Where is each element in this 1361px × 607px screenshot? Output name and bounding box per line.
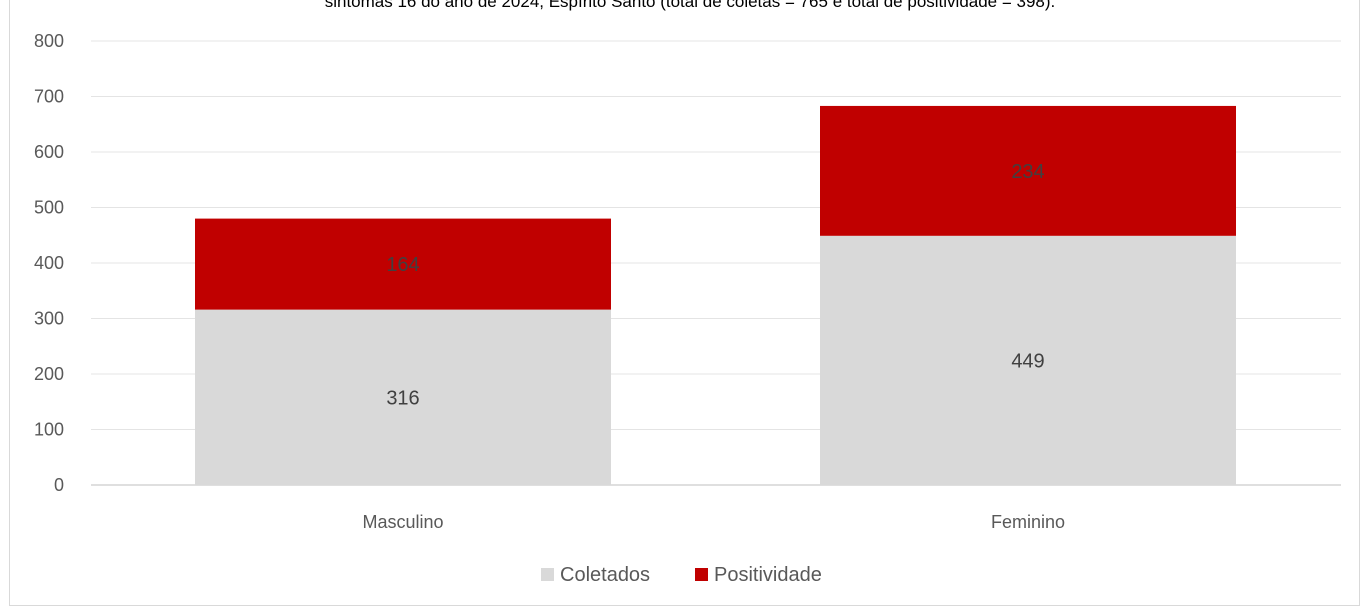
chart-title: sintomas 16 do ano de 2024, Espírito San… xyxy=(325,0,1056,11)
y-tick-label: 100 xyxy=(34,420,64,440)
data-labels: 316 164 449 234 xyxy=(386,161,1044,409)
data-label: 449 xyxy=(1011,350,1044,372)
x-category-label: Feminino xyxy=(991,512,1065,532)
y-tick-label: 300 xyxy=(34,309,64,329)
y-tick-label: 400 xyxy=(34,253,64,273)
data-label: 164 xyxy=(386,254,419,276)
legend-label-coletados: Coletados xyxy=(560,564,650,586)
bar-positividade-feminino xyxy=(820,105,1236,236)
x-category-label: Masculino xyxy=(362,512,443,532)
bar-positividade-masculino xyxy=(195,218,611,310)
data-label: 234 xyxy=(1011,161,1044,183)
legend-swatch-coletados xyxy=(541,568,554,581)
bars xyxy=(195,105,1236,485)
x-axis-categories: Masculino Feminino xyxy=(362,512,1065,532)
legend-swatch-positividade xyxy=(695,568,708,581)
bar-coletados-masculino xyxy=(195,309,611,485)
y-tick-label: 700 xyxy=(34,87,64,107)
y-tick-label: 0 xyxy=(54,475,64,495)
y-tick-label: 200 xyxy=(34,364,64,384)
y-tick-label: 600 xyxy=(34,142,64,162)
y-tick-label: 800 xyxy=(34,31,64,51)
legend-label-positividade: Positividade xyxy=(714,564,822,586)
y-axis-ticks: 0 100 200 300 400 500 600 700 800 xyxy=(34,31,64,495)
data-label: 316 xyxy=(386,387,419,409)
legend: Coletados Positividade xyxy=(541,564,822,586)
y-tick-label: 500 xyxy=(34,198,64,218)
bar-coletados-feminino xyxy=(820,235,1236,485)
